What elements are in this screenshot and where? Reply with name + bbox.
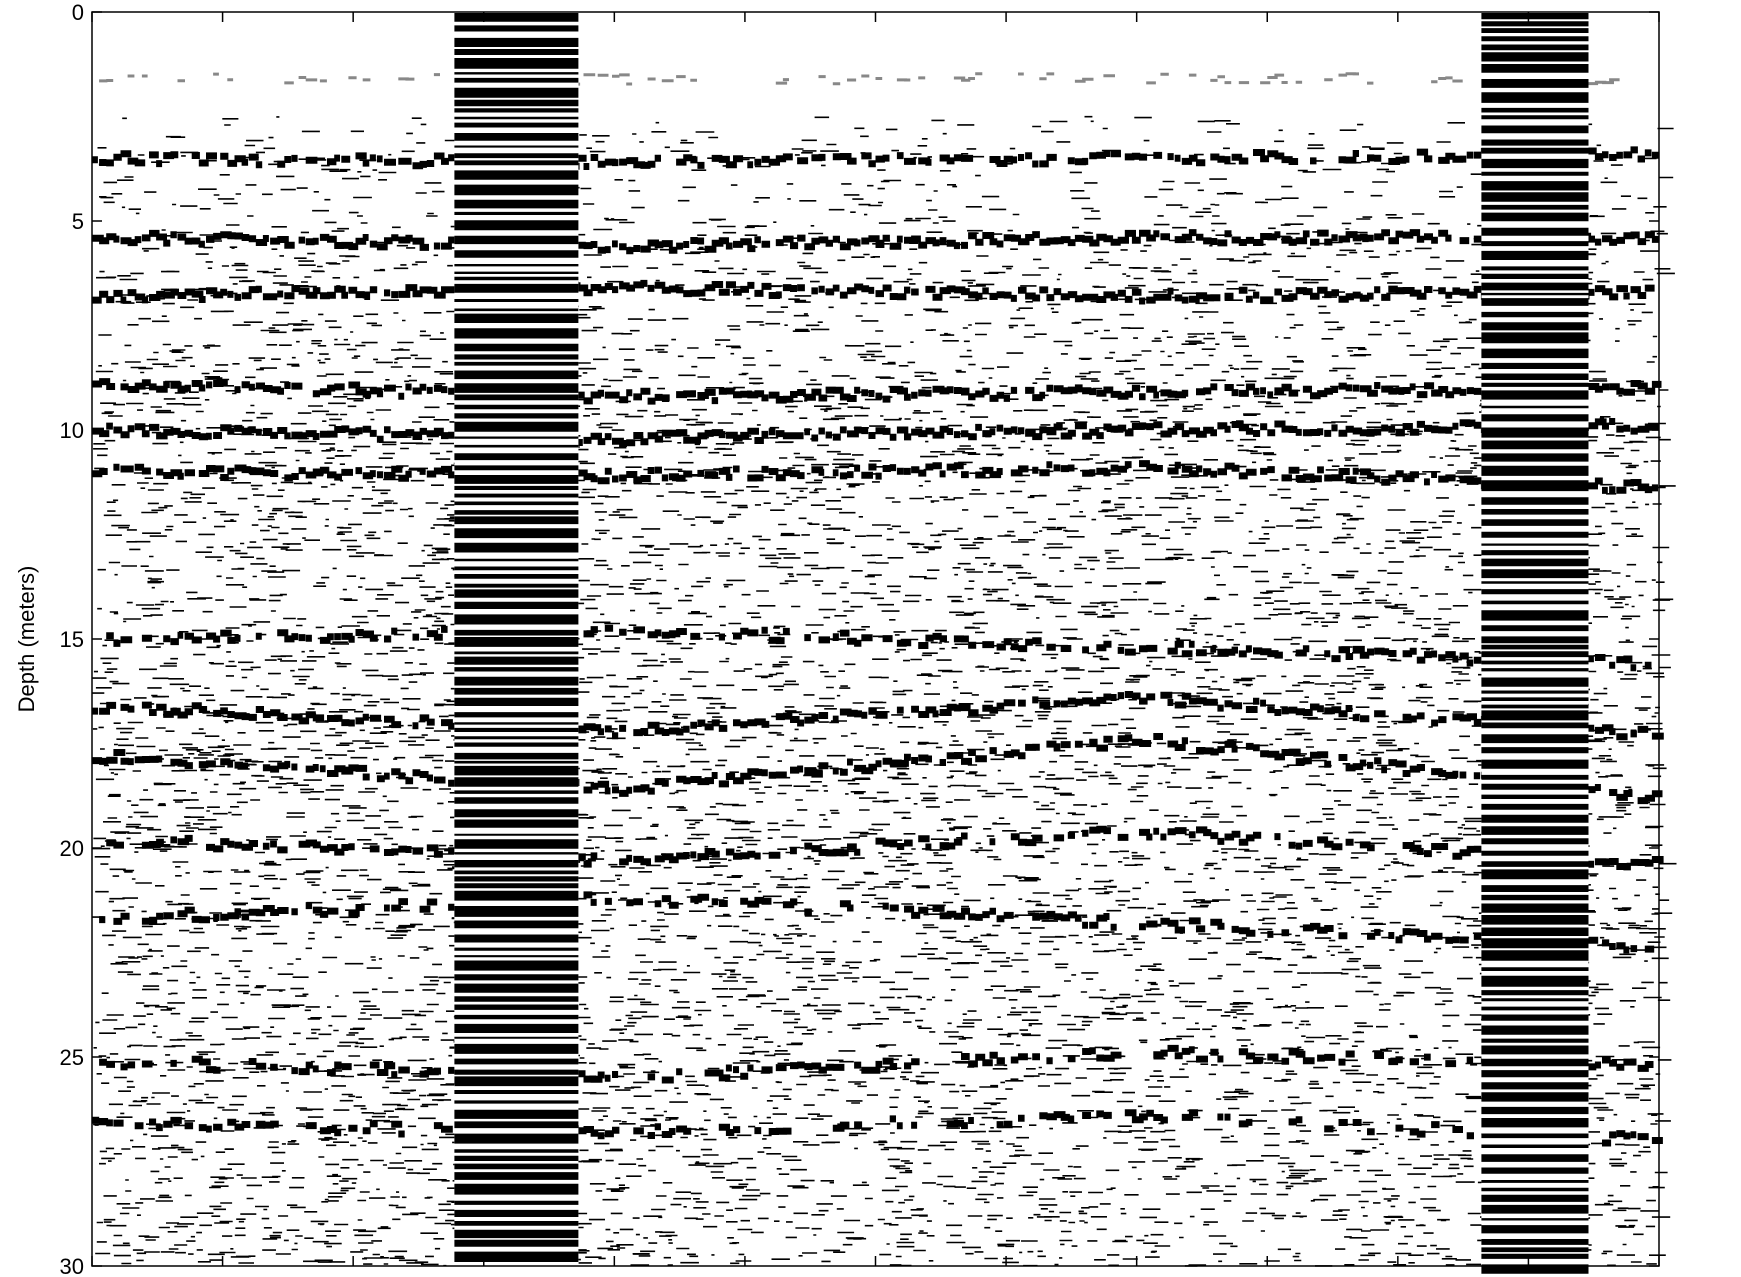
y-axis-label: Depth (meters) [14, 566, 39, 713]
data-gap-column-0 [454, 12, 578, 1266]
y-tick-label: 25 [60, 1045, 84, 1070]
y-tick-label: 20 [60, 836, 84, 861]
plot-area [92, 12, 1677, 1274]
y-tick-label: 5 [72, 209, 84, 234]
y-tick-label: 15 [60, 627, 84, 652]
y-tick-label: 30 [60, 1254, 84, 1277]
gap-stripes [454, 13, 578, 1262]
y-tick-label: 0 [72, 0, 84, 25]
data-gap-column-1 [1481, 12, 1588, 1274]
y-tick-label: 10 [60, 418, 84, 443]
